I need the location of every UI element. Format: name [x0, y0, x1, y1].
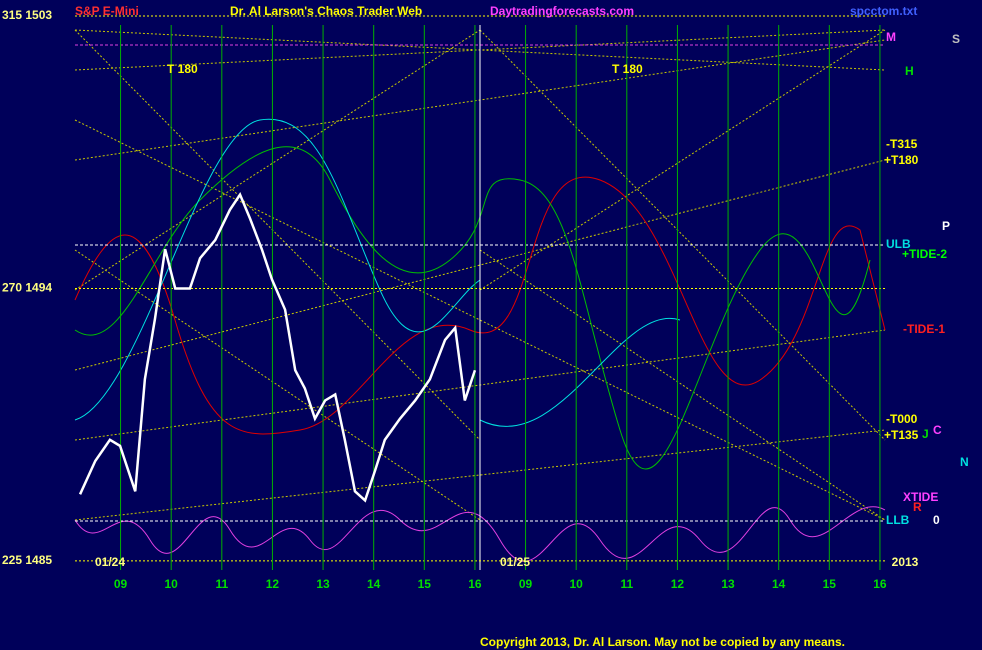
x-tick-label: 13	[721, 577, 735, 591]
annotation: C	[933, 423, 942, 437]
plot	[75, 15, 885, 570]
xtide-curve	[74, 506, 886, 562]
annotation: +T180	[884, 153, 919, 167]
y-tick-label: 315 1503	[2, 8, 52, 22]
forecast-lines	[74, 25, 886, 570]
file-name: spcctom.txt	[850, 4, 917, 18]
annotation: -T000	[886, 412, 918, 426]
x-tick-label: 10	[165, 577, 179, 591]
chart-title: Dr. Al Larson's Chaos Trader Web	[230, 4, 422, 18]
price-line	[78, 192, 477, 503]
x-tick-label: 12	[266, 577, 280, 591]
annotation: ULB	[886, 237, 911, 251]
annotation: T 180	[167, 62, 198, 76]
annotation: J	[922, 427, 929, 441]
x-tick-label: 15	[418, 577, 432, 591]
x-tick-label: 09	[114, 577, 128, 591]
tide-curve	[74, 146, 871, 470]
annotation: P	[942, 219, 950, 233]
x-tick-label: 16	[468, 577, 482, 591]
copyright: Copyright 2013, Dr. Al Larson. May not b…	[480, 635, 845, 649]
y-tick-label: 225 1485	[2, 553, 52, 567]
date-label: 01/24	[95, 555, 125, 569]
annotation: LLB	[886, 513, 910, 527]
site: Daytradingforecasts.com	[490, 4, 634, 18]
x-tick-label: 14	[772, 577, 786, 591]
x-tick-label: 09	[519, 577, 533, 591]
x-tick-label: 11	[620, 577, 633, 591]
subtitle: S&P E-Mini	[75, 4, 139, 18]
annotation: H	[905, 64, 914, 78]
annotation: -TIDE-1	[903, 322, 945, 336]
annotation: +TIDE-2	[902, 247, 947, 261]
annotation: N	[960, 455, 969, 469]
x-tick-label: 13	[316, 577, 330, 591]
x-tick-label: 11	[215, 577, 228, 591]
annotation: R	[913, 500, 922, 514]
annotation: M	[886, 30, 896, 44]
annotation: XTIDE	[903, 490, 938, 504]
date-label: 01/25	[500, 555, 530, 569]
annotation: 0	[933, 513, 940, 527]
x-tick-label: 10	[570, 577, 584, 591]
x-tick-label: 12	[671, 577, 685, 591]
y-tick-label: 270 1494	[2, 281, 52, 295]
annotation: S	[952, 32, 960, 46]
annotation: -T315	[886, 137, 918, 151]
tide-curve	[74, 118, 681, 427]
x-tick-label: 15	[823, 577, 837, 591]
date-label: 2013	[892, 555, 919, 569]
x-tick-label: 14	[367, 577, 381, 591]
x-tick-label: 16	[873, 577, 887, 591]
annotation: T 180	[612, 62, 643, 76]
annotation: +T135	[884, 428, 919, 442]
tide-curve	[74, 176, 886, 435]
